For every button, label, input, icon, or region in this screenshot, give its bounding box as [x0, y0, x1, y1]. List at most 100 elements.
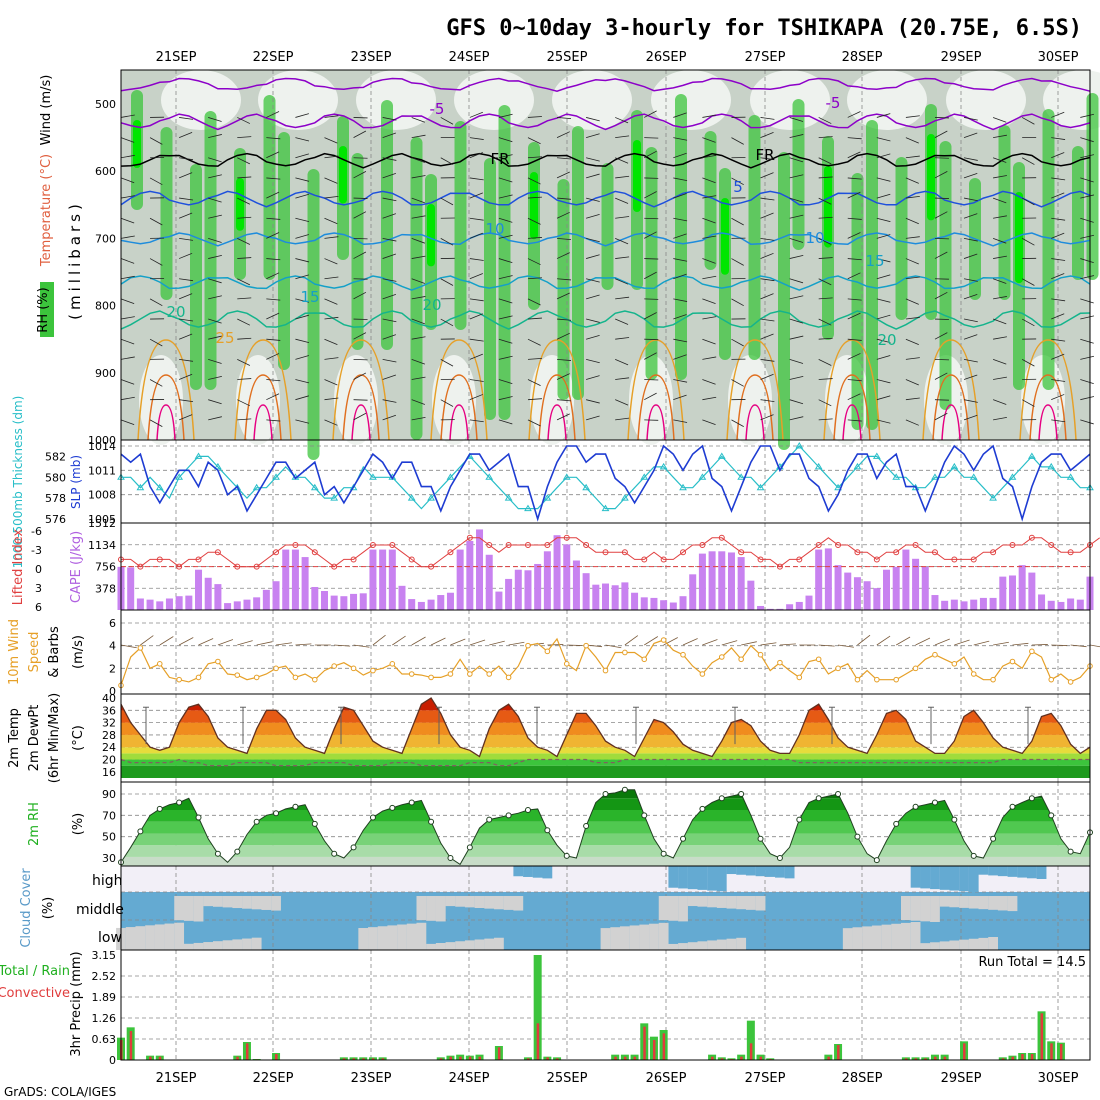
upper-wind-barb [1051, 111, 1065, 118]
cape-bar [776, 608, 784, 610]
surface-wind-barb [392, 635, 406, 646]
rh-marker [466, 844, 473, 851]
cloud-mid-cell [232, 896, 243, 909]
upper-wind-barb [498, 419, 513, 425]
upper-wind-barb [847, 272, 861, 280]
cape-bar [950, 599, 958, 610]
upper-wind-barb [557, 318, 572, 321]
cape-bar [301, 557, 309, 610]
isotherm-25-loop-6 [726, 339, 784, 441]
precip-convective-bar [662, 1033, 666, 1060]
surface-wind-barb [973, 640, 990, 646]
precip-convective-bar [749, 1043, 753, 1060]
rh-very-moist-column-8 [339, 146, 347, 204]
upper-wind-barb [411, 255, 426, 259]
upper-wind-barb [120, 217, 135, 224]
upper-wind-barb [847, 151, 861, 159]
upper-wind-barb [324, 298, 338, 305]
isotherm-30-loop-9 [1029, 374, 1067, 441]
cloud-high-cell [755, 866, 766, 877]
rh-marker [234, 848, 241, 855]
cape-bar [824, 548, 832, 610]
wind-speed-marker [757, 651, 764, 658]
upper-wind-barb [760, 373, 774, 380]
cape-bar [379, 549, 387, 610]
contour-label-0: -5 [430, 100, 445, 118]
upper-wind-barb [557, 399, 572, 402]
cloud-mid-cell [668, 896, 679, 921]
cape-bar [844, 572, 852, 610]
upper-wind-barb [353, 211, 367, 219]
cape-bar [602, 583, 609, 610]
cape-bar [572, 560, 580, 610]
rh-marker [563, 852, 570, 859]
contour-label-2: FR [490, 150, 509, 168]
thickness-marker [659, 462, 668, 470]
cape-bar [417, 601, 425, 610]
surface-wind-barb [818, 644, 835, 647]
surface-wind-barb [353, 644, 370, 648]
isotherm-30-loop-0 [147, 374, 185, 441]
upper-wind-barb [295, 193, 309, 199]
rh-very-moist-column-36 [1015, 192, 1023, 284]
wind-speed-marker [563, 661, 570, 667]
cloud-mid-cell [959, 896, 969, 908]
cloud-high-cell [997, 866, 1008, 877]
upper-wind-barb [382, 197, 397, 202]
upper-wind-barb [527, 258, 541, 266]
lifted-index-marker [311, 549, 318, 556]
upper-wind-barb [905, 379, 919, 386]
rh-marker [893, 820, 900, 827]
upper-wind-barb [789, 117, 804, 122]
surface-wind-barb [876, 635, 891, 646]
upper-air-dry-region-2 [356, 70, 436, 130]
rh-marker [331, 850, 338, 857]
lifted-index-marker [699, 542, 706, 548]
upper-wind-barb [586, 415, 600, 421]
cape-bar [727, 552, 735, 610]
lifted-index-marker [776, 563, 783, 570]
upper-wind-barb [993, 134, 1007, 138]
rh-moist-column-27 [792, 99, 805, 250]
upper-air-dry-region-1 [258, 70, 338, 130]
wind-speed-marker [486, 671, 493, 677]
upper-wind-barb [295, 314, 309, 320]
cloud-low-cell [726, 938, 737, 950]
upper-wind-barb [1021, 157, 1035, 165]
upper-wind-barb [527, 116, 542, 118]
upper-wind-barb [498, 338, 513, 344]
upper-wind-barb [615, 377, 630, 380]
upper-wind-barb [644, 150, 657, 159]
cape-bar [127, 567, 135, 610]
upper-wind-barb [702, 114, 717, 118]
cape-bar [262, 589, 270, 610]
lifted-index-marker [389, 542, 396, 548]
upper-wind-barb [1080, 234, 1095, 239]
upper-wind-barb [847, 419, 862, 422]
wind-speed-marker [1048, 676, 1055, 683]
contour-label-7: 15 [300, 288, 319, 306]
rh-moist-column-19 [601, 163, 614, 290]
upper-wind-barb [760, 278, 775, 282]
upper-wind-barb [760, 212, 774, 219]
isotherm-35-loop-9 [1038, 404, 1058, 441]
precip-total-bar [533, 955, 542, 1060]
contour-label-5: 10 [485, 220, 504, 238]
contour-label-3: FR [755, 146, 774, 164]
cloud-ylabel-units: (%) [41, 897, 56, 920]
temp-ytick-16: 16 [102, 766, 116, 779]
wind-speed-marker [137, 645, 144, 651]
upper-wind-barb [1080, 194, 1095, 199]
upper-wind-barb [498, 234, 513, 239]
upper-wind-barb [963, 132, 978, 138]
upper-wind-barb [615, 358, 629, 366]
surface-wind-barb [508, 641, 525, 646]
cloud-mid-cell [920, 896, 931, 922]
lifted-index-marker [292, 542, 299, 548]
precip-frame [120, 949, 1091, 1061]
surface-wind-barb [1031, 644, 1048, 646]
cloud-high-cell [949, 866, 960, 891]
upper-wind-barb [1051, 338, 1066, 342]
upper-wind-barb [586, 254, 600, 259]
rh-marker [389, 804, 396, 811]
